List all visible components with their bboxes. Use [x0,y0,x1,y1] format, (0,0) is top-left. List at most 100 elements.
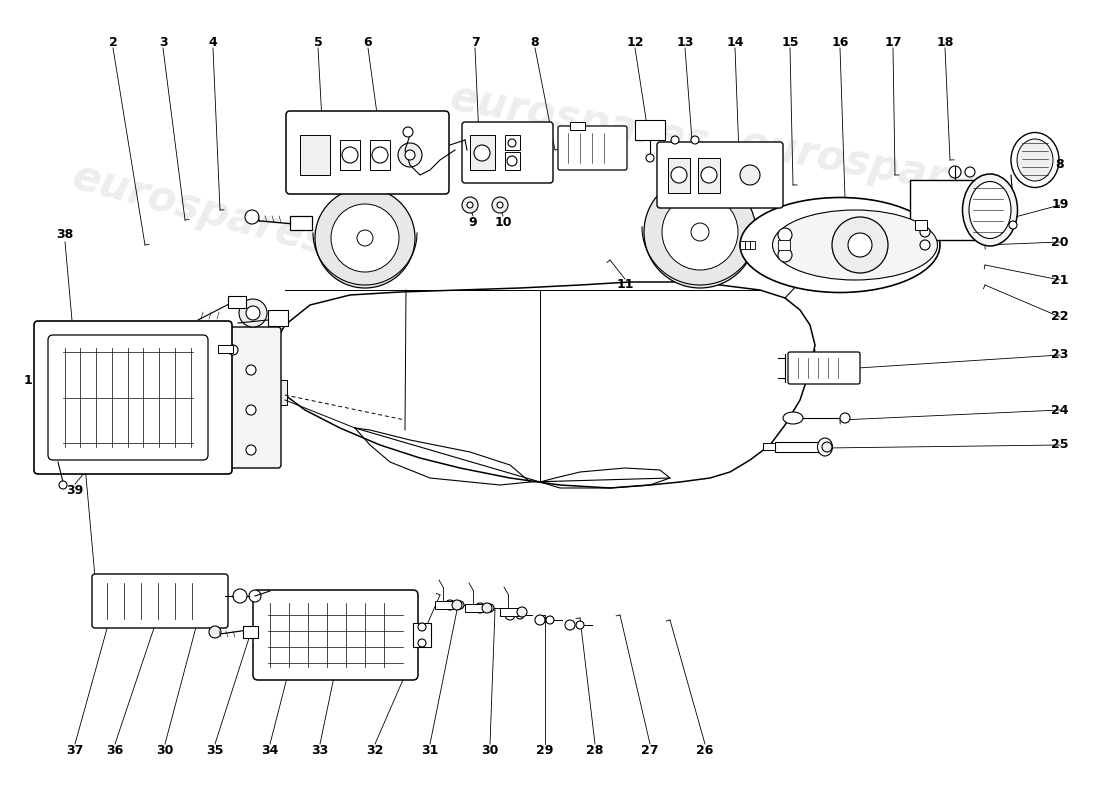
Circle shape [246,445,256,455]
Text: 17: 17 [884,35,902,49]
Circle shape [462,197,478,213]
Text: 8: 8 [1056,158,1065,171]
Text: 6: 6 [364,35,372,49]
Text: eurospares: eurospares [737,122,1003,209]
Circle shape [468,202,473,208]
Ellipse shape [1018,139,1053,181]
Text: 16: 16 [832,35,849,49]
FancyBboxPatch shape [558,126,627,170]
Ellipse shape [962,174,1018,246]
Bar [268,310,288,326]
Circle shape [662,194,738,270]
Bar [465,604,483,612]
Circle shape [965,167,975,177]
Circle shape [516,611,524,619]
Ellipse shape [969,182,1011,238]
Text: 15: 15 [781,35,799,49]
Circle shape [245,210,258,224]
Circle shape [644,176,756,288]
Circle shape [701,167,717,183]
Circle shape [1009,221,1018,229]
Circle shape [342,147,358,163]
Circle shape [418,623,426,631]
Text: 26: 26 [696,743,714,757]
Circle shape [331,204,399,272]
Circle shape [315,188,415,288]
Bar [910,180,984,240]
Circle shape [822,442,832,452]
Bar [434,601,453,609]
Bar [500,608,518,616]
Circle shape [535,615,544,625]
Text: 37: 37 [66,743,84,757]
Text: 3: 3 [158,35,167,49]
Text: 5: 5 [314,35,322,49]
Bar [300,135,330,175]
Ellipse shape [783,412,803,424]
Text: 19: 19 [1052,198,1069,211]
Circle shape [398,143,422,167]
Circle shape [920,227,929,237]
FancyBboxPatch shape [657,142,783,208]
Circle shape [497,202,503,208]
Text: 11: 11 [616,278,634,291]
FancyBboxPatch shape [462,122,553,183]
FancyBboxPatch shape [286,111,449,194]
Bar [505,152,520,170]
Bar [218,345,233,353]
Text: 4: 4 [209,35,218,49]
Circle shape [691,223,710,241]
Bar [915,220,927,230]
Circle shape [249,590,261,602]
Bar [570,122,585,130]
Circle shape [233,589,248,603]
Text: 20: 20 [1052,235,1069,249]
Circle shape [474,145,490,161]
Circle shape [358,230,373,246]
Circle shape [492,197,508,213]
Bar [370,140,390,170]
Circle shape [508,139,516,147]
Bar [290,216,312,230]
Circle shape [486,604,494,612]
Circle shape [456,601,464,609]
Text: 1: 1 [23,374,32,386]
Text: 10: 10 [494,215,512,229]
Circle shape [949,166,961,178]
Circle shape [546,616,554,624]
Circle shape [482,603,492,613]
Text: 13: 13 [676,35,694,49]
Ellipse shape [740,198,940,293]
Circle shape [691,136,698,144]
Bar [750,241,755,249]
Circle shape [403,127,412,137]
Circle shape [209,626,221,638]
Bar [505,135,520,150]
Text: 28: 28 [586,743,604,757]
Bar [668,158,690,193]
Bar [745,241,750,249]
Circle shape [452,600,462,610]
Text: 33: 33 [311,743,329,757]
Bar [778,240,790,250]
Circle shape [372,147,388,163]
FancyBboxPatch shape [788,352,860,384]
Text: 23: 23 [1052,349,1069,362]
Text: 30: 30 [156,743,174,757]
Text: eurospares: eurospares [447,77,713,163]
Text: 34: 34 [262,743,278,757]
Bar [272,380,287,405]
Text: 27: 27 [641,743,659,757]
Circle shape [778,228,792,242]
Circle shape [740,165,760,185]
Bar [776,442,825,452]
Circle shape [228,345,238,355]
FancyBboxPatch shape [92,574,228,628]
Circle shape [59,481,67,489]
Polygon shape [270,282,815,488]
FancyBboxPatch shape [48,335,208,460]
Text: 31: 31 [421,743,439,757]
Circle shape [646,154,654,162]
Circle shape [239,299,267,327]
Text: 2: 2 [109,35,118,49]
